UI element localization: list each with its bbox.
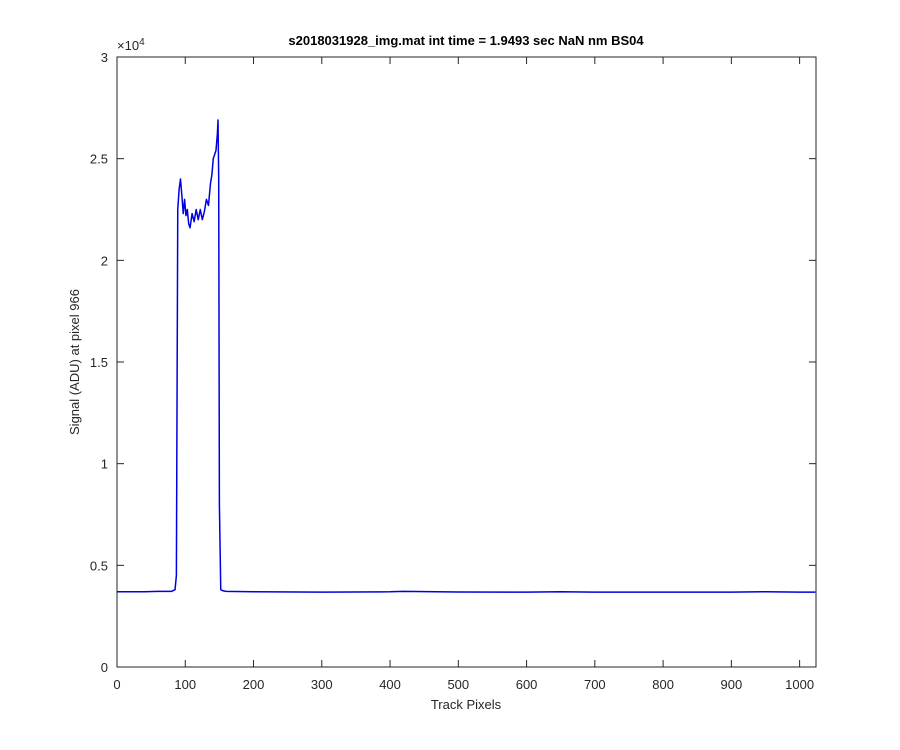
y-tick-label: 0	[101, 660, 108, 675]
y-multiplier: ×104	[117, 37, 145, 53]
x-tick-label: 1000	[785, 677, 814, 692]
y-tick-label: 1	[101, 457, 108, 472]
x-tick-label: 400	[379, 677, 401, 692]
x-tick-label: 100	[174, 677, 196, 692]
y-axis-label: Signal (ADU) at pixel 966	[67, 289, 82, 435]
y-tick-label: 1.5	[90, 355, 108, 370]
y-tick-label: 0.5	[90, 558, 108, 573]
x-tick-label: 600	[516, 677, 538, 692]
y-multiplier-base: ×10	[117, 38, 139, 53]
x-tick-label: 0	[113, 677, 120, 692]
y-tick-label: 3	[101, 50, 108, 65]
chart-title: s2018031928_img.mat int time = 1.9493 se…	[288, 33, 644, 48]
x-axis-label: Track Pixels	[431, 697, 502, 712]
x-tick-label: 200	[243, 677, 265, 692]
x-tick-label: 700	[584, 677, 606, 692]
x-tick-label: 500	[447, 677, 469, 692]
data-line	[117, 119, 816, 593]
y-tick-label: 2	[101, 253, 108, 268]
x-tick-label: 300	[311, 677, 333, 692]
x-tick-label: 900	[721, 677, 743, 692]
y-multiplier-exponent: 4	[139, 37, 145, 48]
y-tick-label: 2.5	[90, 152, 108, 167]
plot-box	[116, 56, 817, 668]
x-tick-label: 800	[652, 677, 674, 692]
